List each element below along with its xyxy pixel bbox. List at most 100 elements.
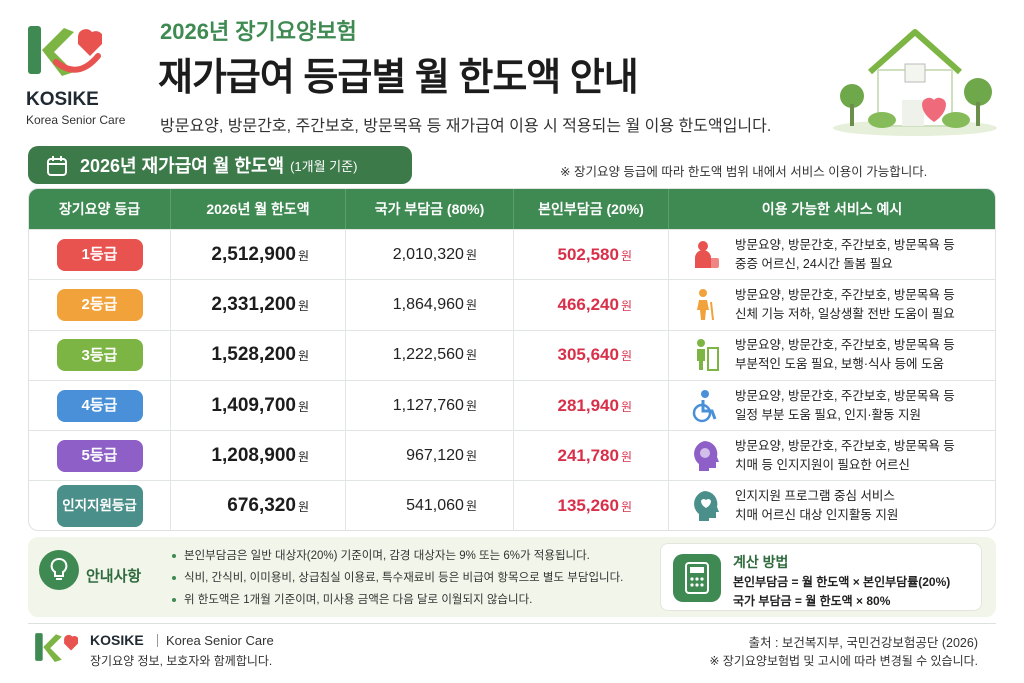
column-header: 장기요양 등급 — [29, 189, 171, 229]
unit: 원 — [297, 248, 309, 263]
service-line: 중증 어르신, 24시간 돌봄 필요 — [735, 256, 893, 271]
footer-sub: Korea Senior Care — [166, 633, 274, 648]
self-amount: 135,260 원 — [557, 496, 633, 516]
limit-cell: 1,528,200 원 — [171, 330, 346, 380]
notice-item: 식비, 간식비, 이미용비, 상급침실 이용료, 특수재료비 등은 비급여 항목… — [172, 567, 623, 589]
self-cell: 466,240 원 — [514, 280, 669, 330]
service-icon — [692, 389, 717, 422]
grade-badge: 4등급 — [56, 389, 143, 422]
brand-sub: Korea Senior Care — [26, 113, 126, 127]
table-row: 3등급 1,528,200 원 1,222,560 원 305,640 원 방문요양, 방문간… — [29, 329, 995, 380]
state-amount: 1,864,960 원 — [392, 295, 477, 313]
subtitle: 방문요양, 방문간호, 주간보호, 방문목욕 등 재가급여 이용 시 적용되는 … — [160, 118, 772, 135]
self-cell: 305,640 원 — [514, 330, 669, 380]
notice-item: 본인부담금은 일반 대상자(20%) 기준이며, 감경 대상자는 9% 또는 6… — [172, 545, 623, 567]
limit-amount: 2,512,900 원 — [211, 243, 309, 265]
self-amount: 305,640 원 — [557, 345, 633, 365]
state-amount: 2,010,320 원 — [392, 245, 477, 263]
calc-line: 본인부담금 = 월 한도액 × 본인부담률(20%) — [733, 575, 951, 589]
grade-text: 2등급 — [81, 296, 118, 314]
logo: KOSIKE Korea Senior Care — [26, 22, 146, 127]
unit: 원 — [620, 500, 632, 515]
section-note: (1개월 기준) — [290, 158, 358, 174]
table-row: 1등급 2,512,900 원 2,010,320 원 502,580 원 방문요양, 방문간… — [29, 229, 995, 280]
footer-name: KOSIKE — [90, 632, 144, 648]
service-cell: 방문요양, 방문간호, 주간보호, 방문목욕 등 일정 부분 도움 필요, 인지·… — [669, 381, 995, 430]
grade-text: 인지지원 — [62, 498, 112, 514]
limit-cell: 2,331,200 원 — [171, 280, 346, 330]
self-amount: 466,240 원 — [557, 294, 633, 314]
grade-badge: 5등급 — [56, 439, 143, 472]
footer-logo — [35, 633, 78, 663]
state-amount: 1,222,560 원 — [392, 346, 477, 364]
unit: 원 — [465, 247, 477, 262]
service-line: 방문요양, 방문간호, 주간보호, 방문목욕 등 — [735, 438, 955, 453]
logo-icon — [28, 26, 104, 76]
grade-cell: 인지지원 등급 — [29, 481, 171, 530]
unit: 원 — [620, 349, 632, 364]
column-header: 본인부담금 (20%) — [514, 189, 669, 229]
calculator-icon — [673, 554, 721, 602]
grade-badge: 인지지원 등급 — [56, 485, 143, 528]
state-amount: 541,060 원 — [406, 497, 477, 515]
unit: 원 — [465, 348, 477, 363]
column-header: 이용 가능한 서비스 예시 — [761, 201, 903, 217]
self-cell: 281,940 원 — [514, 380, 669, 431]
state-cell: 1,864,960 원 — [346, 280, 514, 330]
grade-badge: 3등급 — [56, 339, 143, 372]
service-text: 방문요양, 방문간호, 주간보호, 방문목욕 등 신체 기능 저하, 일상생활 전… — [735, 286, 955, 324]
service-line: 방문요양, 방문간호, 주간보호, 방문목욕 등 — [735, 237, 955, 252]
unit: 원 — [297, 349, 309, 364]
notice-list: 본인부담금은 일반 대상자(20%) 기준이며, 감경 대상자는 9% 또는 6… — [172, 545, 623, 611]
grade-cell: 3등급 — [29, 330, 171, 380]
grade-badge: 2등급 — [56, 288, 143, 321]
service-icon — [694, 491, 719, 522]
state-amount: 1,127,760 원 — [392, 396, 477, 414]
bulb-icon — [39, 550, 79, 590]
unit: 원 — [620, 399, 632, 414]
notice-box: 안내사항 본인부담금은 일반 대상자(20%) 기준이며, 감경 대상자는 9%… — [28, 537, 996, 617]
service-line: 방문요양, 방문간호, 주간보호, 방문목욕 등 — [735, 388, 955, 403]
title: 재가급여 등급별 월 한도액 안내 — [158, 57, 639, 99]
state-cell: 541,060 원 — [346, 481, 514, 530]
grade-cell: 2등급 — [29, 280, 171, 330]
table-header: 장기요양 등급 2026년 월 한도액 국가 부담금 (80%) 본인부담금 (20%… — [29, 189, 995, 229]
footer-divider — [28, 623, 996, 624]
footer-separator — [157, 634, 158, 647]
unit: 원 — [620, 298, 632, 313]
limit-amount: 1,528,200 원 — [211, 344, 309, 366]
unit: 원 — [465, 398, 477, 413]
service-line: 방문요양, 방문간호, 주간보호, 방문목욕 등 — [735, 338, 955, 353]
service-line: 치매 등 인지지원이 필요한 어르신 — [735, 457, 910, 472]
self-amount: 502,580 원 — [557, 244, 633, 264]
self-amount: 281,940 원 — [557, 395, 633, 415]
unit: 원 — [620, 248, 632, 263]
table-row: 인지지원 등급 676,320 원 541,060 원 135,260 원 인지지원 프로그램 … — [29, 480, 995, 530]
service-line: 치매 어르신 대상 인지활동 지원 — [735, 508, 899, 523]
limit-cell: 1,208,900 원 — [171, 431, 346, 481]
limit-cell: 676,320 원 — [171, 481, 346, 530]
service-cell: 방문요양, 방문간호, 주간보호, 방문목욕 등 신체 기능 저하, 일상생활 전… — [669, 280, 995, 329]
house-illustration — [833, 29, 997, 136]
grade-cell: 4등급 — [29, 380, 171, 431]
table-row: 4등급 1,409,700 원 1,127,760 원 281,940 원 방문요양, 방문간… — [29, 379, 995, 431]
service-text: 방문요양, 방문간호, 주간보호, 방문목욕 등 일정 부분 도움 필요, 인지·… — [735, 387, 955, 425]
table-row: 5등급 1,208,900 원 967,120 원 241,780 원 방문요양, 방문간호,… — [29, 430, 995, 481]
grade-text: 5등급 — [81, 447, 118, 465]
calc-title: 계산 방법 — [733, 554, 789, 570]
grade-text: 1등급 — [81, 246, 118, 264]
kicker: 2026년 장기요양보험 — [160, 19, 357, 44]
unit: 원 — [297, 500, 309, 515]
service-icon — [694, 440, 719, 471]
self-cell: 241,780 원 — [514, 431, 669, 481]
unit: 원 — [297, 449, 309, 464]
unit: 원 — [465, 499, 477, 514]
state-amount: 967,120 원 — [406, 446, 477, 464]
self-cell: 135,260 원 — [514, 481, 669, 530]
grade-cell: 5등급 — [29, 431, 171, 481]
unit: 원 — [297, 399, 309, 414]
footer-tagline: 장기요양 정보, 보호자와 함께합니다. — [90, 654, 273, 668]
